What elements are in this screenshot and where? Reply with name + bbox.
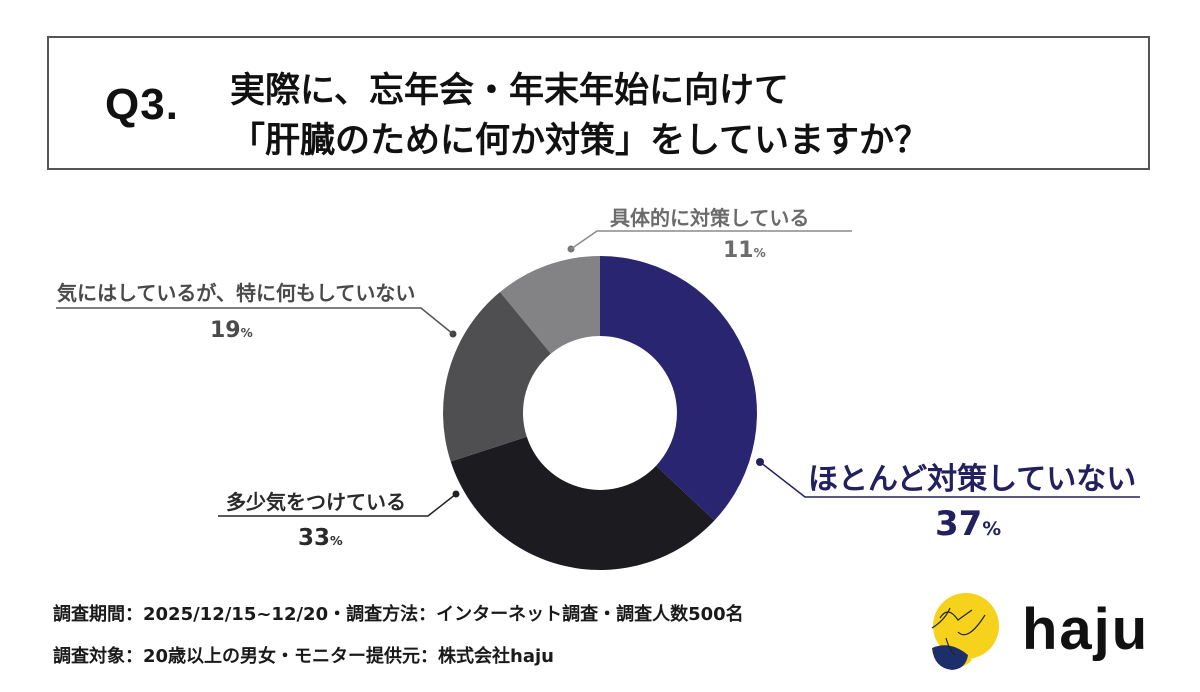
leader-line-black xyxy=(218,490,460,517)
value-concerned-but-nothing: 19% xyxy=(210,318,253,343)
value-hardly-any-measures: 37% xyxy=(935,504,1002,544)
slice-concerned-but-nothing xyxy=(443,292,551,462)
haju-logo-text: haju xyxy=(1022,597,1150,662)
haju-logo-mark xyxy=(931,593,999,670)
leader-line-darkgray xyxy=(56,307,457,338)
label-somewhat-careful: 多少気をつけている xyxy=(226,490,406,514)
question-title-box xyxy=(47,36,1150,170)
survey-info-line-2: 調査対象：20歳以上の男女・モニター提供元：株式会社haju xyxy=(53,646,554,667)
question-number: Q3. xyxy=(105,80,179,129)
leader-line-navy xyxy=(756,458,1140,498)
leader-line-lightgray xyxy=(567,230,852,253)
value-somewhat-careful: 33% xyxy=(298,525,343,551)
slice-somewhat-careful xyxy=(450,436,715,570)
value-specific-measures: 11% xyxy=(723,238,766,263)
slice-hardly-any-measures xyxy=(600,256,757,521)
slice-specific-measures xyxy=(500,256,600,354)
label-hardly-any-measures: ほとんど対策していない xyxy=(808,462,1137,497)
label-concerned-but-nothing: 気にはしているが、特に何もしていない xyxy=(57,281,416,305)
survey-info-line-1: 調査期間：2025/12/15~12/20・調査方法：インターネット調査・調査人… xyxy=(53,604,744,625)
label-specific-measures: 具体的に対策している xyxy=(610,206,810,230)
question-line-2: 「肝臓のために何か対策」をしていますか？ xyxy=(230,121,929,161)
question-line-1: 実際に、忘年会・年末年始に向けて xyxy=(230,71,789,111)
